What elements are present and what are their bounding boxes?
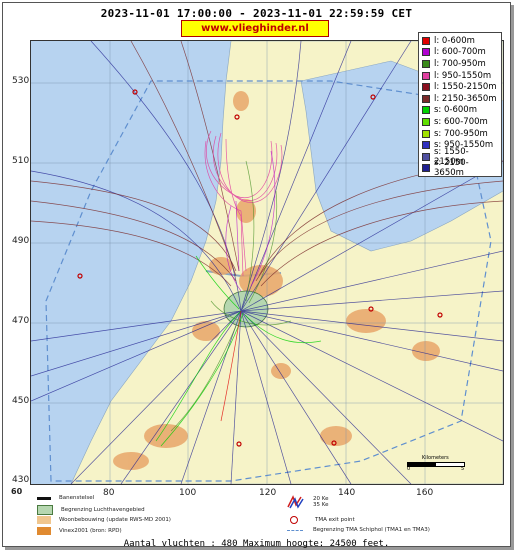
legend-entry: s: 0-600m xyxy=(422,105,498,117)
map-canvas xyxy=(31,41,503,484)
tma-exit-icon xyxy=(290,516,298,524)
legend-entry: s: 1550-2150m xyxy=(422,147,498,167)
tracks-arrivals-medium xyxy=(204,130,283,277)
legend-label: s: 950-1550m xyxy=(434,140,494,151)
x-tick-label: 80 xyxy=(103,488,115,498)
scale-bar-tick: 0 xyxy=(407,466,411,472)
legend-swatch xyxy=(422,152,430,161)
legend-label: s: 600-700m xyxy=(434,116,488,127)
legend-entry: s: 700-950m xyxy=(422,128,498,140)
key-airport-area: Begrenzing Luchthavengebied xyxy=(37,505,145,515)
site-link[interactable]: www.vlieghinder.nl xyxy=(181,20,329,37)
housing-swatch xyxy=(37,516,51,524)
legend-label: l: 1550-2150m xyxy=(434,82,497,93)
key-tma-exit-label: TMA exit point xyxy=(315,517,355,523)
legend-swatch xyxy=(422,106,430,115)
key-vinex-label: Vinex2001 (bron: RPD) xyxy=(59,528,122,534)
flight-summary: Aantal vluchten : 480 Maximum hoogte: 24… xyxy=(123,539,390,549)
map-key: 60 Banenstelsel Begrenzing Luchthavengeb… xyxy=(11,487,497,539)
legend-swatch xyxy=(422,117,430,126)
legend-entry: l: 0-600m xyxy=(422,35,498,47)
legend-label: s: 1550-2150m xyxy=(434,146,469,167)
key-noise: 20 Ke 35 Ke xyxy=(287,495,328,509)
time-range-title: 2023-11-01 17:00:00 - 2023-11-01 22:59:5… xyxy=(100,7,413,20)
corner-number: 60 xyxy=(11,487,23,496)
legend-label: s: 700-950m xyxy=(434,128,488,139)
legend-label: l: 600-700m xyxy=(434,47,486,58)
legend-entry: l: 600-700m xyxy=(422,47,498,59)
legend-entry: s: 600-700m xyxy=(422,116,498,128)
altitude-legend: l: 0-600m l: 600-700m l: 700-950m l: 950-15… xyxy=(418,32,502,178)
legend-swatch xyxy=(422,83,430,92)
airport-swatch xyxy=(37,505,53,515)
tma-exit-points xyxy=(77,89,443,447)
key-housing: Woonbebouwing (update RWS-MD 2001) xyxy=(37,516,171,524)
y-tick-label: 430 xyxy=(12,475,30,485)
flight-tracks xyxy=(31,41,503,484)
x-tick-label: 100 xyxy=(179,488,197,498)
key-runway-label: Banenstelsel xyxy=(59,495,95,501)
key-tma-exit: TMA exit point xyxy=(290,516,355,524)
legend-entry: l: 2150-3650m xyxy=(422,93,498,105)
legend-swatch xyxy=(422,36,430,45)
legend-label: l: 700-950m xyxy=(434,58,486,69)
key-noise-20-label: 20 Ke xyxy=(313,496,329,502)
legend-label: l: 950-1550m xyxy=(434,70,492,81)
key-vinex: Vinex2001 (bron: RPD) xyxy=(37,527,122,535)
y-tick-label: 510 xyxy=(12,156,30,166)
legend-entry: s: 2150-3650m xyxy=(422,158,498,178)
legend-swatch xyxy=(422,141,430,150)
legend-label: s: 0-600m xyxy=(434,105,477,116)
key-airport-area-label: Begrenzing Luchthavengebied xyxy=(61,507,145,513)
legend-label: l: 2150-3650m xyxy=(434,93,497,104)
legend-swatch xyxy=(422,71,430,80)
x-tick-label: 120 xyxy=(259,488,277,498)
legend-entry: s: 950-1550m xyxy=(422,139,498,151)
flight-track-map[interactable] xyxy=(30,40,504,485)
legend-label: l: 0-600m xyxy=(434,35,475,46)
legend-entry: l: 700-950m xyxy=(422,58,498,70)
key-tma-border: Begrenzing TMA Schiphol (TMA1 en TMA3) xyxy=(287,527,430,533)
y-tick-label: 450 xyxy=(12,396,30,406)
tracks-green xyxy=(170,160,292,432)
legend-entry: l: 950-1550m xyxy=(422,70,498,82)
legend-label: s: 2150-3650m xyxy=(434,158,469,179)
legend-swatch xyxy=(422,164,430,173)
scale-bar: Kilometers 0 5 xyxy=(407,455,467,472)
key-tma-border-label: Begrenzing TMA Schiphol (TMA1 en TMA3) xyxy=(313,527,430,533)
noise-contour-icon xyxy=(287,495,304,509)
y-tick-label: 490 xyxy=(12,236,30,246)
legend-swatch xyxy=(422,129,430,138)
tracks-red xyxy=(220,310,242,422)
tracks-departures xyxy=(31,41,503,484)
runway-swatch xyxy=(37,496,51,500)
legend-swatch xyxy=(422,48,430,57)
legend-entry: l: 1550-2150m xyxy=(422,81,498,93)
key-housing-label: Woonbebouwing (update RWS-MD 2001) xyxy=(59,517,171,523)
scale-bar-label: Kilometers xyxy=(422,455,449,461)
tracks-arrivals-low xyxy=(225,150,276,292)
tma-border-swatch xyxy=(287,529,303,531)
y-tick-label: 470 xyxy=(12,316,30,326)
y-tick-label: 530 xyxy=(12,76,30,86)
x-tick-label: 160 xyxy=(416,488,434,498)
x-tick-label: 140 xyxy=(338,488,356,498)
legend-swatch xyxy=(422,94,430,103)
scale-bar-tick: 5 xyxy=(461,466,465,472)
vinex-swatch xyxy=(37,527,51,535)
key-noise-35-label: 35 Ke xyxy=(313,502,329,508)
key-runway: Banenstelsel xyxy=(37,495,94,501)
map-grid xyxy=(31,41,503,484)
legend-swatch xyxy=(422,59,430,68)
